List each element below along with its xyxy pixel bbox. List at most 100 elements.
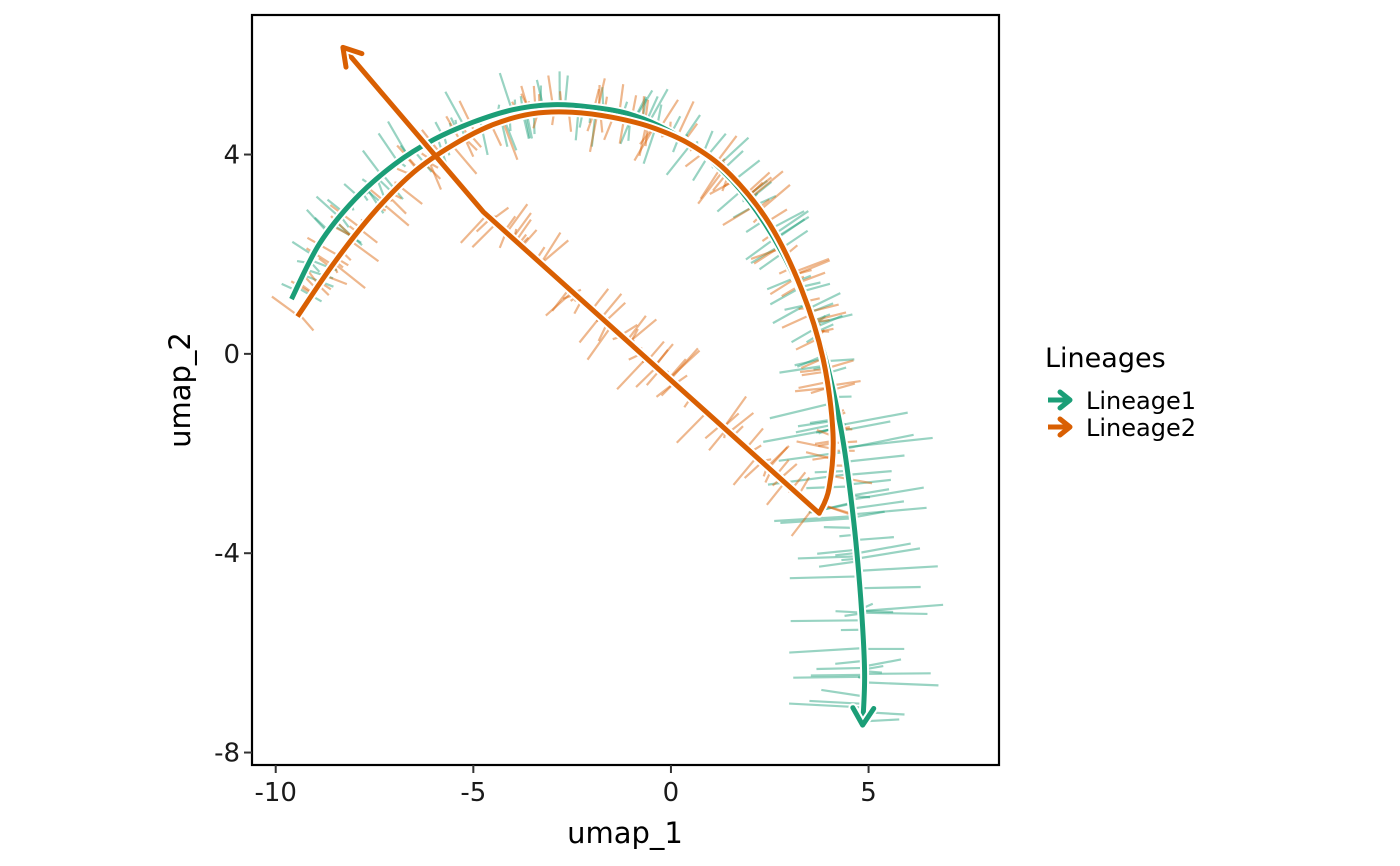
x-tick-label: 0 xyxy=(663,778,680,808)
projection-line xyxy=(855,536,894,542)
projection-line xyxy=(769,287,800,306)
curve-lineage2 xyxy=(293,42,838,518)
projection-line xyxy=(604,301,627,323)
projection-line xyxy=(551,288,571,312)
x-axis-title: umap_1 xyxy=(567,816,683,850)
arrowhead xyxy=(850,705,877,728)
projection-line xyxy=(766,445,790,468)
projection-line xyxy=(821,688,864,698)
legend-item-lineage1: Lineage1 xyxy=(1048,387,1196,415)
projection-line xyxy=(852,506,927,516)
cell-projection-lines xyxy=(271,71,944,723)
projection-line xyxy=(864,681,939,687)
projection-line xyxy=(850,488,890,497)
projection-line xyxy=(792,257,830,274)
x-tick-label: -5 xyxy=(460,778,486,808)
projection-line xyxy=(789,647,864,654)
projection-line xyxy=(758,184,791,212)
projection-line xyxy=(795,338,818,351)
y-tick-label: 4 xyxy=(223,141,240,171)
projection-line xyxy=(797,555,857,560)
x-tick-label: -10 xyxy=(254,778,296,808)
projection-line xyxy=(864,658,902,668)
projection-line xyxy=(781,314,810,329)
projection-line xyxy=(843,436,933,449)
curve-line xyxy=(289,102,868,726)
projection-line xyxy=(692,156,709,182)
legend-title: Lineages xyxy=(1045,343,1166,374)
projection-line xyxy=(805,451,832,460)
projection-line xyxy=(766,277,795,291)
legend-key-arrow xyxy=(1057,389,1073,411)
projection-line xyxy=(728,412,755,434)
legend-item-lineage2: Lineage2 xyxy=(1048,414,1196,442)
projection-line xyxy=(505,203,529,234)
projection-line xyxy=(812,455,832,461)
projection-line xyxy=(498,72,513,111)
projection-line xyxy=(697,169,725,205)
projection-line xyxy=(635,366,658,388)
projection-line xyxy=(444,91,466,127)
projection-line xyxy=(668,349,701,380)
projection-line xyxy=(329,204,362,230)
projection-line xyxy=(839,411,908,427)
projection-line xyxy=(794,259,831,277)
projection-line xyxy=(539,231,562,265)
projection-line xyxy=(789,575,859,580)
projection-line xyxy=(772,304,806,325)
projection-line xyxy=(699,166,722,200)
projection-line xyxy=(333,262,366,290)
projection-line xyxy=(799,368,825,374)
projection-line xyxy=(843,433,914,450)
projection-line xyxy=(271,295,299,317)
projection-line xyxy=(459,214,488,244)
projection-line xyxy=(716,190,742,213)
projection-line xyxy=(669,347,699,381)
projection-line xyxy=(578,316,602,344)
projection-line xyxy=(616,357,648,391)
projection-line xyxy=(780,517,854,524)
projection-line xyxy=(653,343,674,367)
plot-panel-border xyxy=(250,13,1001,767)
projection-line xyxy=(852,510,885,519)
projection-line xyxy=(847,470,892,476)
y-tick-label: -8 xyxy=(214,739,240,769)
projection-line xyxy=(790,619,862,623)
projection-lines-lineage1 xyxy=(281,71,944,723)
projection-line xyxy=(810,673,865,677)
projection-line xyxy=(511,212,532,239)
projection-line xyxy=(790,327,816,344)
projection-line xyxy=(763,426,841,443)
projection-line xyxy=(540,239,569,265)
projection-line xyxy=(745,220,763,234)
projection-line xyxy=(816,666,865,671)
projection-line xyxy=(750,246,779,265)
projection-line xyxy=(809,699,864,705)
projection-line xyxy=(798,381,827,389)
projection-line xyxy=(399,185,423,205)
projection-line xyxy=(790,507,815,537)
projection-line xyxy=(766,481,786,506)
projection-line xyxy=(856,547,921,560)
y-tick-label: 0 xyxy=(223,340,240,370)
projection-line xyxy=(861,603,944,613)
projection-line xyxy=(774,515,854,523)
projection-line xyxy=(458,100,477,135)
projection-line xyxy=(859,585,921,590)
projection-line xyxy=(793,675,865,679)
curve-outline xyxy=(293,44,838,518)
projection-line xyxy=(818,560,858,568)
projection-line xyxy=(861,609,894,614)
projection-line xyxy=(801,370,825,377)
projection-line xyxy=(848,478,891,486)
projection-line xyxy=(817,548,857,555)
projection-line xyxy=(635,89,654,118)
projection-line xyxy=(388,196,407,215)
projection-line xyxy=(845,454,905,463)
projection-line xyxy=(823,526,855,529)
projection-line xyxy=(858,565,938,572)
projection-line xyxy=(850,486,924,501)
projection-line xyxy=(665,144,691,176)
